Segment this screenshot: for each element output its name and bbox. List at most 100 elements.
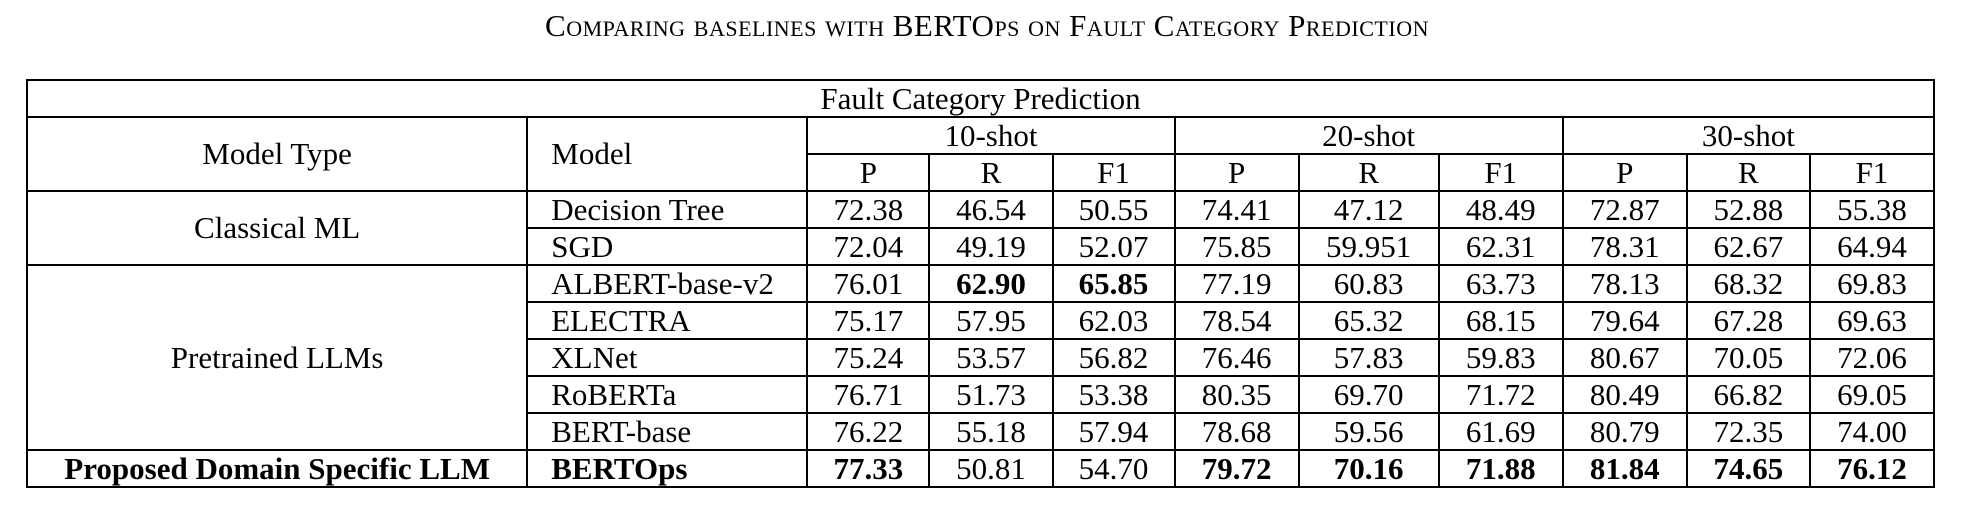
header-metric: F1 <box>1437 153 1564 192</box>
value-cell: 71.72 <box>1437 375 1564 414</box>
value-cell: 69.63 <box>1808 301 1936 340</box>
table-row: SGD 72.04 49.19 52.07 75.85 59.951 62.31 78.31 6… <box>27 227 1936 266</box>
model-name-cell: ELECTRA <box>526 301 809 340</box>
header-metric: P <box>1561 153 1688 192</box>
header-metric: R <box>1297 153 1440 192</box>
value-cell: 52.07 <box>1051 227 1176 266</box>
value-cell: 71.88 <box>1437 449 1564 488</box>
value-cell: 69.83 <box>1808 264 1936 303</box>
value-cell: 61.69 <box>1437 412 1564 451</box>
value-cell: 72.87 <box>1561 190 1688 229</box>
value-cell: 68.32 <box>1685 264 1811 303</box>
value-cell: 62.31 <box>1437 227 1564 266</box>
table-row: Proposed Domain Specific LLM BERTOps 77.33… <box>25 449 1936 488</box>
header-shot: 20-shot <box>1173 116 1564 155</box>
table-row: RoBERTa 76.71 51.73 53.38 80.35 69.70 71.72 80.… <box>27 375 1936 414</box>
value-cell: 50.55 <box>1051 190 1176 229</box>
model-name-cell: SGD <box>526 227 809 266</box>
value-cell: 69.70 <box>1297 375 1440 414</box>
value-cell: 75.17 <box>806 301 931 340</box>
value-cell: 74.41 <box>1173 190 1300 229</box>
value-cell: 59.83 <box>1437 338 1564 377</box>
header-shot: 30-shot <box>1561 116 1936 155</box>
model-name-cell: ALBERT-base-v2 <box>526 264 809 303</box>
value-cell: 80.67 <box>1561 338 1688 377</box>
value-cell: 63.73 <box>1437 264 1564 303</box>
table-row: XLNet 75.24 53.57 56.82 76.46 57.83 59.83 80.67… <box>27 338 1936 377</box>
table-row: ELECTRA 75.17 57.95 62.03 78.54 65.32 68.15 79.… <box>27 301 1936 340</box>
value-cell: 70.16 <box>1297 449 1440 488</box>
value-cell: 57.83 <box>1297 338 1440 377</box>
value-cell: 72.35 <box>1685 412 1811 451</box>
model-type-cell: Proposed Domain Specific LLM <box>25 449 529 488</box>
value-cell: 55.38 <box>1808 190 1936 229</box>
header-shot: 10-shot <box>806 116 1176 155</box>
table-title: Fault Category Prediction <box>26 79 1935 118</box>
table-row: Classical ML Decision Tree 72.38 46.54 50.55… <box>25 190 1936 266</box>
header-metric: R <box>928 153 1054 192</box>
value-cell: 76.46 <box>1173 338 1300 377</box>
model-type-cell: Classical ML <box>25 190 529 266</box>
model-name-cell: XLNet <box>526 338 809 377</box>
value-cell: 81.84 <box>1561 449 1688 488</box>
value-cell: 60.83 <box>1297 264 1440 303</box>
value-cell: 76.01 <box>806 264 931 303</box>
value-cell: 57.94 <box>1051 412 1176 451</box>
value-cell: 76.22 <box>806 412 931 451</box>
value-cell: 72.04 <box>806 227 931 266</box>
header-metric: R <box>1685 153 1811 192</box>
value-cell: 74.00 <box>1808 412 1936 451</box>
value-cell: 78.68 <box>1173 412 1300 451</box>
value-cell: 74.65 <box>1685 449 1811 488</box>
value-cell: 50.81 <box>928 449 1054 488</box>
value-cell: 72.06 <box>1808 338 1936 377</box>
value-cell: 46.54 <box>928 190 1054 229</box>
value-cell: 48.49 <box>1437 190 1564 229</box>
model-name-cell: BERT-base <box>526 412 809 451</box>
value-cell: 62.03 <box>1051 301 1176 340</box>
value-cell: 52.88 <box>1685 190 1811 229</box>
value-cell: 75.24 <box>806 338 931 377</box>
value-cell: 67.28 <box>1685 301 1811 340</box>
value-cell: 78.13 <box>1561 264 1688 303</box>
value-cell: 72.38 <box>806 190 931 229</box>
header-metric: P <box>1173 153 1300 192</box>
table-row: BERT-base 76.22 55.18 57.94 78.68 59.56 61.69 8… <box>27 412 1936 451</box>
value-cell: 56.82 <box>1051 338 1176 377</box>
value-cell: 77.19 <box>1173 264 1300 303</box>
value-cell: 62.90 <box>928 264 1054 303</box>
value-cell: 75.85 <box>1173 227 1300 266</box>
value-cell: 49.19 <box>928 227 1054 266</box>
value-cell: 57.95 <box>928 301 1054 340</box>
header-metric: F1 <box>1051 153 1176 192</box>
value-cell: 80.35 <box>1173 375 1300 414</box>
value-cell: 77.33 <box>806 449 931 488</box>
results-table: Fault Category Prediction Model Type Mod… <box>25 79 1936 488</box>
value-cell: 65.32 <box>1297 301 1440 340</box>
value-cell: 54.70 <box>1051 449 1176 488</box>
value-cell: 78.54 <box>1173 301 1300 340</box>
value-cell: 62.67 <box>1685 227 1811 266</box>
table-caption: Comparing baselines with BERTOps on Faul… <box>545 8 1429 43</box>
value-cell: 59.56 <box>1297 412 1440 451</box>
value-cell: 53.57 <box>928 338 1054 377</box>
value-cell: 59.951 <box>1297 227 1440 266</box>
header-model: Model <box>526 116 809 192</box>
value-cell: 55.18 <box>928 412 1054 451</box>
model-type-cell: Pretrained LLMs <box>25 264 529 451</box>
value-cell: 79.64 <box>1561 301 1688 340</box>
value-cell: 66.82 <box>1685 375 1811 414</box>
value-cell: 53.38 <box>1051 375 1176 414</box>
value-cell: 65.85 <box>1051 264 1176 303</box>
model-name-cell: RoBERTa <box>526 375 809 414</box>
value-cell: 76.12 <box>1808 449 1936 488</box>
value-cell: 78.31 <box>1561 227 1688 266</box>
value-cell: 79.72 <box>1173 449 1300 488</box>
value-cell: 76.71 <box>806 375 931 414</box>
header-metric: P <box>806 153 931 192</box>
header-model-type: Model Type <box>25 116 529 192</box>
model-name-cell: Decision Tree <box>526 190 809 229</box>
model-name-cell: BERTOps <box>526 449 809 488</box>
value-cell: 80.49 <box>1561 375 1688 414</box>
value-cell: 64.94 <box>1808 227 1936 266</box>
